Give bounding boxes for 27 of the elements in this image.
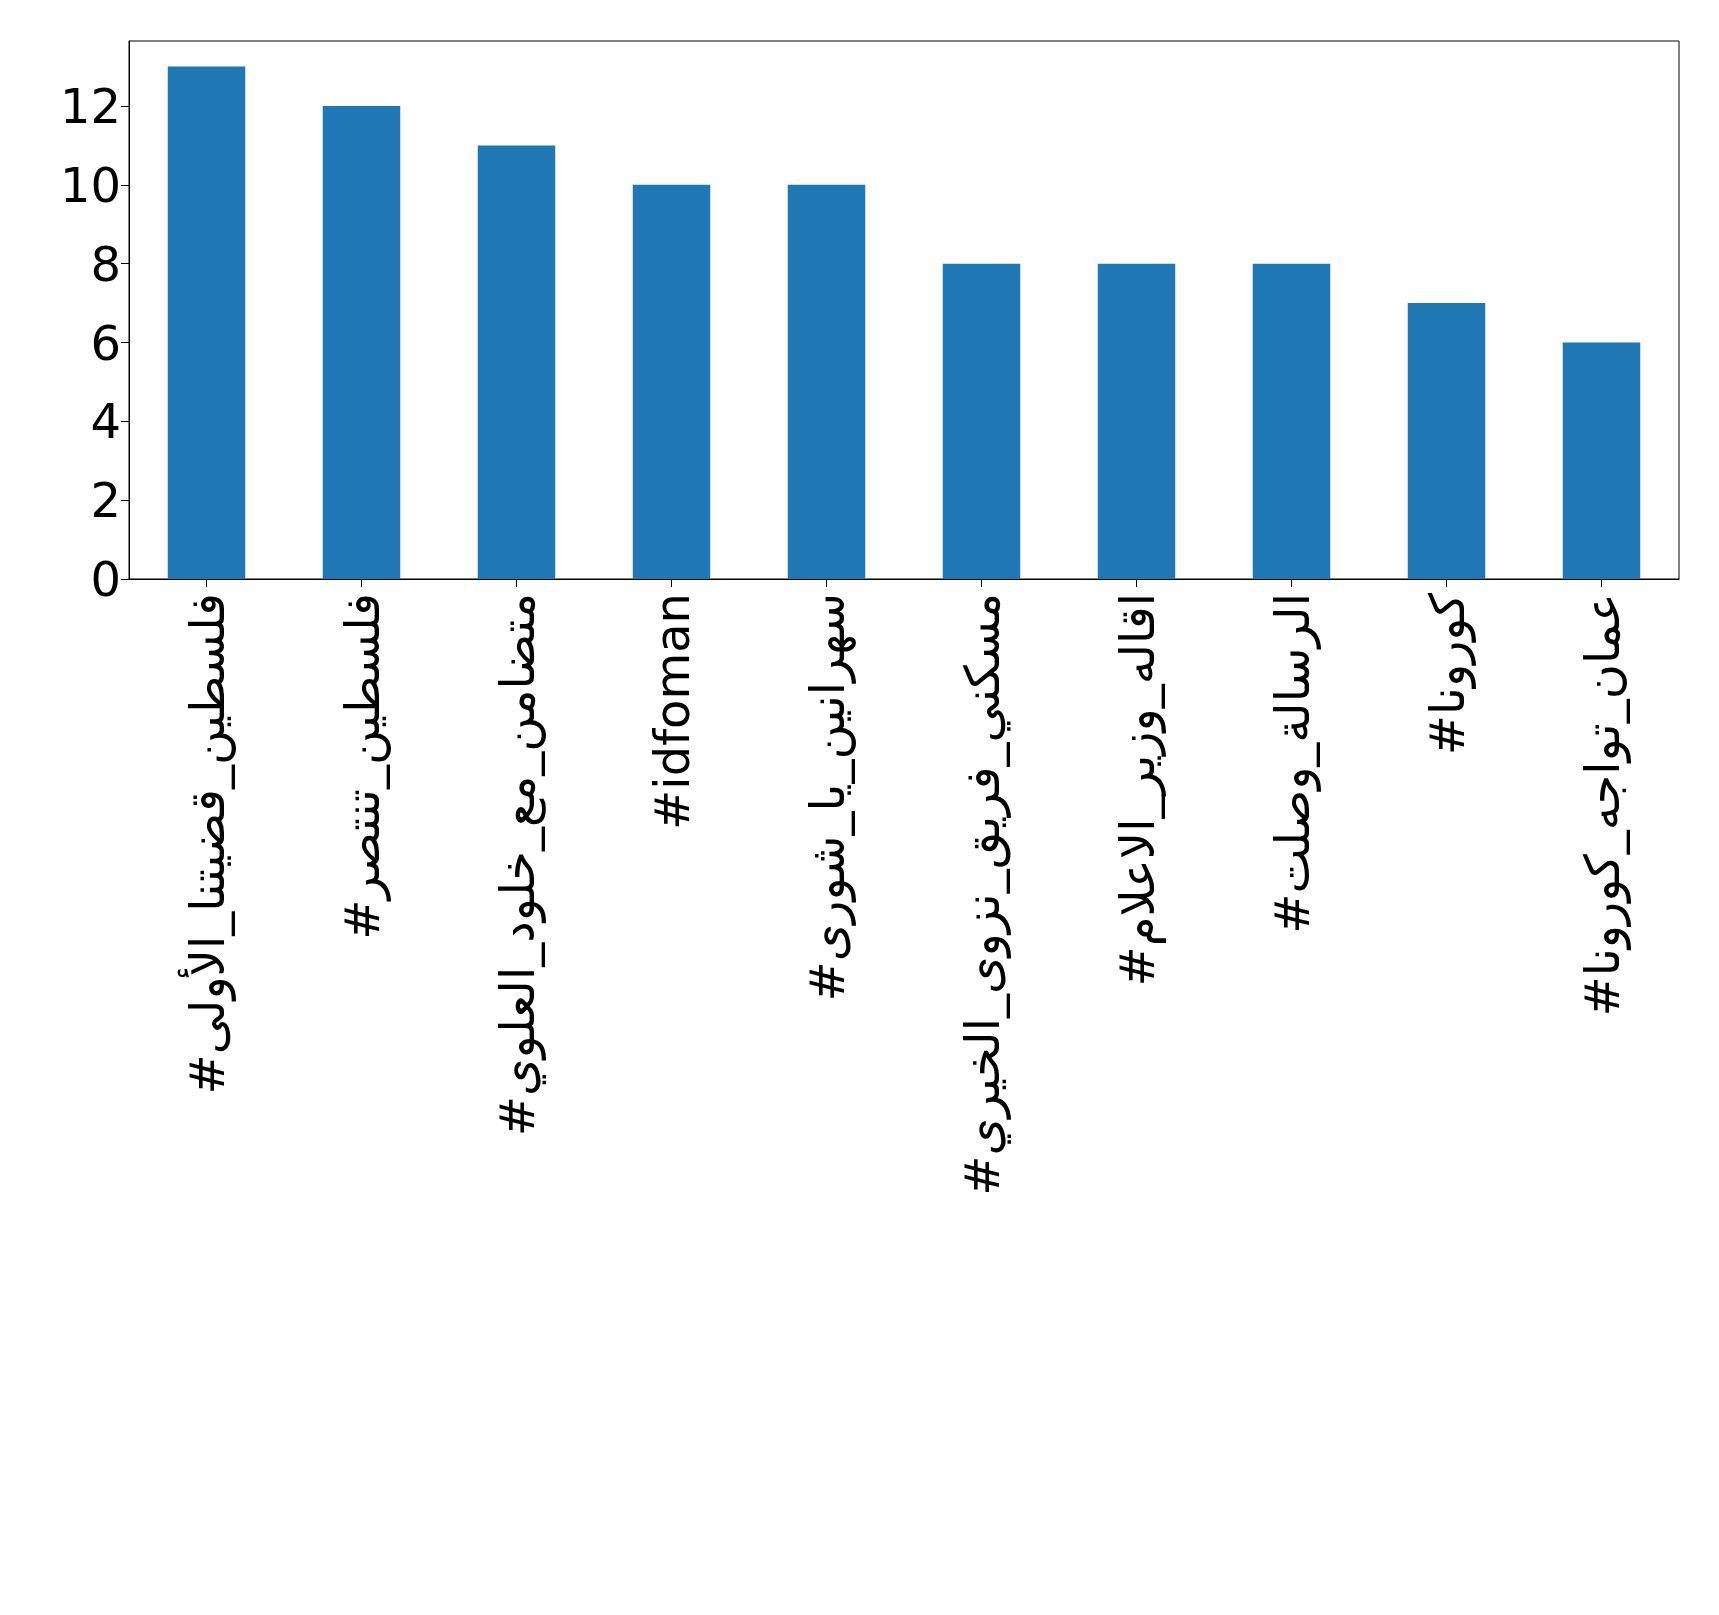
bar — [1097, 263, 1176, 579]
bar — [1252, 263, 1331, 579]
x-tick-label: #متضامن_مع_خلود_العلوي — [488, 593, 546, 1137]
bar — [1562, 342, 1641, 579]
x-tick-label: #كورونا — [1418, 592, 1476, 756]
bar — [632, 184, 711, 579]
bar — [1407, 303, 1486, 579]
y-tick-label: 8 — [90, 235, 121, 292]
y-tick-label: 6 — [90, 314, 121, 371]
bar — [477, 145, 556, 579]
y-tick-label: 12 — [59, 78, 121, 135]
y-tick-label: 4 — [90, 393, 121, 450]
x-tick-label: #عمان_تواجه_كورونا — [1573, 593, 1631, 1017]
y-tick-label: 2 — [90, 472, 121, 529]
x-tick-label: #الرسالة_وصلت — [1263, 593, 1321, 934]
y-tick-label: 0 — [90, 551, 121, 607]
x-tick-label: #سهرانين_يا_شورى — [798, 593, 856, 1002]
bar — [942, 263, 1021, 579]
x-tick-label: #idfoman — [643, 593, 700, 830]
x-tick-label: #فلسطين_تنتصر — [333, 593, 391, 940]
bar — [167, 66, 246, 579]
bar — [322, 106, 401, 579]
x-tick-label: #فلسطين_قضيتنا_الأولى — [176, 593, 236, 1095]
y-tick-label: 10 — [59, 156, 121, 213]
x-tick-label: #مسكني_فريق_نزوى_الخيري — [953, 593, 1011, 1196]
x-tick-label: #اقاله_وزير_الاعلام — [1108, 593, 1166, 987]
bar — [787, 184, 866, 579]
